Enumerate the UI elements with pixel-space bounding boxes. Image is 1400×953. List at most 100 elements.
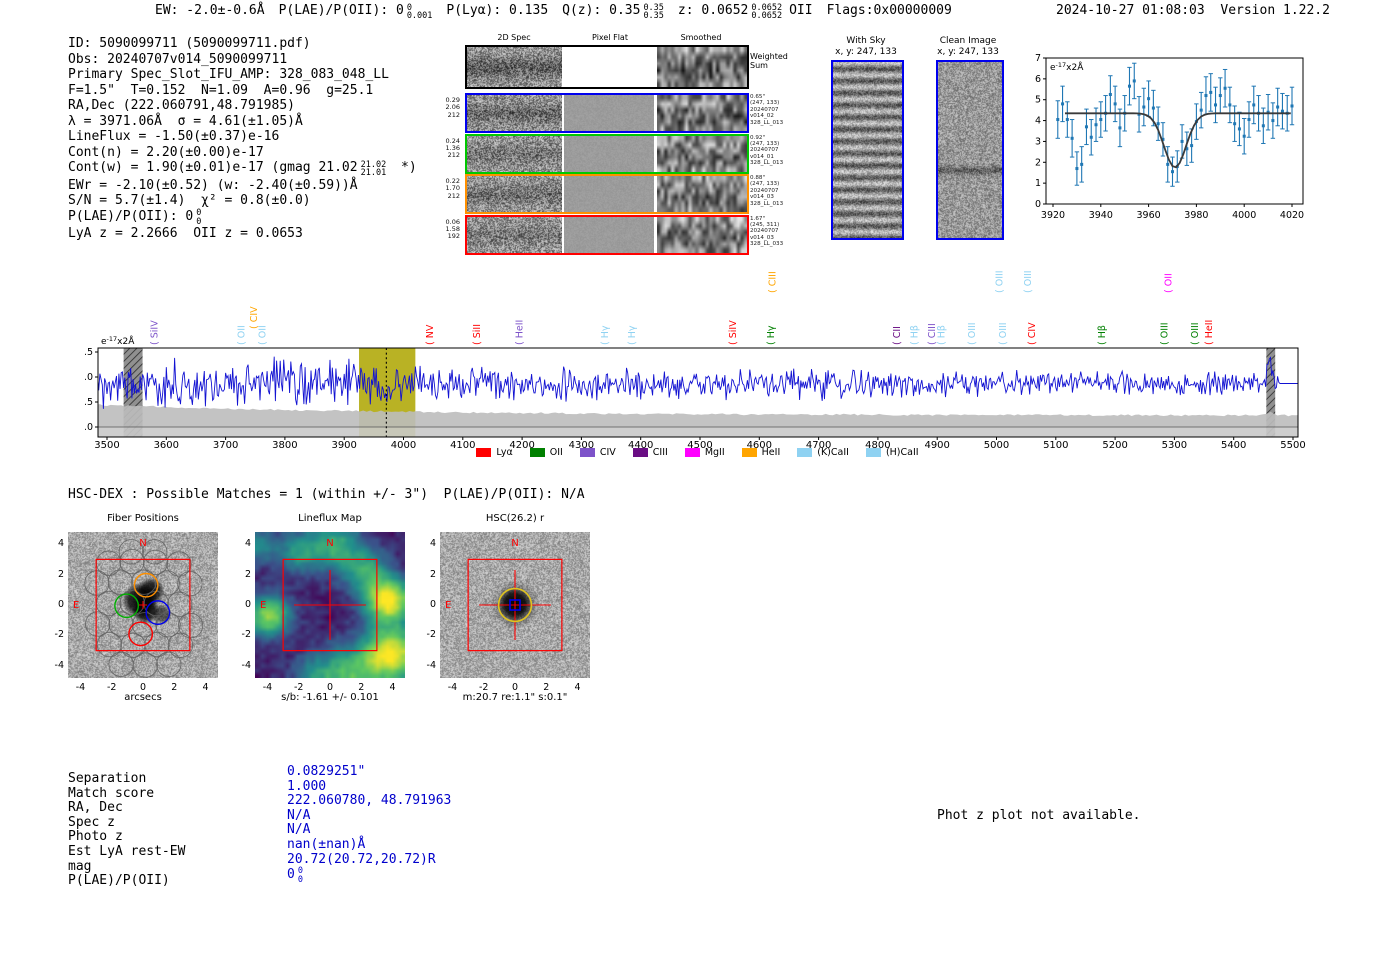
report-timestamp: 2024-10-27 01:08:03 Version 1.22.2 <box>1056 3 1330 18</box>
legend-swatch <box>632 448 648 457</box>
row-fiber-info-2: 0.88" (247, 133) 20240707 v014_03 328_LL_013 <box>750 175 784 207</box>
pixel-flat-strip <box>564 135 654 172</box>
value-segment: EWr = -2.10(±0.52) (w: -2.40(±0.59))Å <box>68 177 358 193</box>
row-fiber-info-3: 1.67" (245, 311) 20240707 v014_03 328_LL_033 <box>750 215 784 248</box>
line-label-SiIV: ( SiIV <box>728 320 739 345</box>
cutout-xtick: 4 <box>389 682 396 693</box>
match-value-3: N/A <box>287 807 465 824</box>
legend-swatch <box>741 448 757 457</box>
legend-item-MgII: MgII <box>684 447 725 458</box>
cutout-ytick: 0 <box>244 599 251 610</box>
cutout-ytick: -4 <box>426 659 436 671</box>
fiber-circle <box>131 569 157 595</box>
pixel-flat-strip <box>564 216 654 253</box>
cutout-ytick: -4 <box>241 659 251 671</box>
info-line-6: LineFlux = -1.50(±0.37)e-16 <box>68 129 431 145</box>
legend-item-(H)CaII: (H)CaII <box>865 447 919 458</box>
info-line-8: Cont(w) = 1.90(±0.01)e-17 (gmag 21.02 21.… <box>68 160 431 178</box>
value-segment: 20.72(20.72,20.72)R <box>287 851 436 867</box>
line-label-HeII: ( HeII <box>1204 320 1215 345</box>
value-segment: Cont(n) = 2.20(±0.00)e-17 <box>68 144 264 160</box>
svg-text:4: 4 <box>1035 116 1041 127</box>
fiber-positions-overlay: NE <box>73 538 204 678</box>
center-cross <box>139 601 147 609</box>
match-label-4: Photo z <box>68 829 123 845</box>
line-label-SiIV: ( SiIV <box>149 320 160 345</box>
compass-north-label: N <box>511 538 518 549</box>
smoothed-strip <box>657 216 747 253</box>
line-label-OIII: ( OIII <box>967 322 978 345</box>
match-label-2: RA, Dec <box>68 800 123 816</box>
match-value-1: 1.000 <box>287 779 465 795</box>
fiber-circle <box>167 591 193 617</box>
detection-info-block: ID: 5090099711 (5090099711.pdf) Obs: 2024… <box>68 36 431 242</box>
match-label-0: Separation <box>68 771 147 786</box>
info-line-7: Cont(n) = 2.20(±0.00)e-17 <box>68 145 431 161</box>
line-label-OII: ( OII <box>257 325 268 345</box>
svg-text:0.0: 0.0 <box>85 422 93 433</box>
extraction-box <box>95 558 191 652</box>
fiber-circle <box>142 549 169 576</box>
match-value-0: 0.0829251" <box>287 764 465 780</box>
svg-text:0: 0 <box>1035 199 1041 210</box>
fiber-circle <box>96 631 123 658</box>
fiber-circle <box>84 570 110 596</box>
cutout-ytick: 4 <box>244 538 251 550</box>
row-fiber-info-0: 0.65" (247, 133) 20240707 v014_02 328_LL_013 <box>750 94 784 126</box>
fiber-xlabel: arcsecs <box>124 692 162 703</box>
value-segment: 222.060780, 48.791963 <box>287 793 452 809</box>
fiber-circle <box>156 651 182 677</box>
smoothed-strip <box>657 135 747 172</box>
2dspec-noisy-strip <box>467 135 562 172</box>
2dspec-noisy-strip <box>467 176 562 212</box>
with-sky-image <box>831 60 904 240</box>
cutout-xtick: -2 <box>107 682 117 693</box>
match-label-3: Spec z <box>68 814 115 830</box>
value-segment: N/A <box>287 807 311 823</box>
line-label-CIV: ( CIV <box>1027 322 1038 345</box>
cutout-ytick: 2 <box>57 568 64 580</box>
match-table-labels: Separation Match score RA, Dec Spec z Photo … <box>68 771 185 889</box>
fiber-circle <box>107 569 133 595</box>
cutout-xtick: 4 <box>574 682 581 693</box>
legend-label: MgII <box>704 447 725 458</box>
line-label-OII: ( OII <box>237 325 248 345</box>
cutout-ytick: 0 <box>429 599 436 610</box>
cutout-xtick: -2 <box>294 682 304 693</box>
cutout-xtick: 2 <box>543 682 550 693</box>
aperture-circle <box>497 587 533 623</box>
line-label-OIII: ( OIII <box>1023 270 1034 293</box>
crosshair <box>294 570 366 640</box>
compass-north-label: N <box>326 538 333 549</box>
row-weights-2: 0.22 1.70 212 <box>445 177 460 200</box>
match-label-1: Match score <box>68 785 155 801</box>
cutout-ytick: -2 <box>426 629 436 641</box>
clean-image-noise <box>938 62 1002 238</box>
svg-text:e-17x2Å: e-17x2Å <box>101 335 135 347</box>
info-line-0: ID: 5090099711 (5090099711.pdf) <box>68 36 431 52</box>
match-label-6: mag <box>68 858 92 874</box>
match-value-2: 222.060780, 48.791963 <box>287 793 465 809</box>
line-label-Hβ: ( Hβ <box>1097 325 1108 345</box>
row-weights-3: 0.06 1.58 192 <box>445 217 460 241</box>
hscdex-matches-line: HSC-DEX : Possible Matches = 1 (within +… <box>68 487 585 502</box>
compass-north-label: N <box>139 538 146 549</box>
row-fiber-info-1: 0.92" (247, 133) 20240707 v014_01 328_LL_013 <box>750 134 784 167</box>
cutout-ytick: -2 <box>241 629 251 641</box>
match-value-4: N/A <box>287 823 465 838</box>
compass-east-label: E <box>73 600 79 611</box>
legend-item-Lyα: Lyα <box>476 447 513 458</box>
clean-image-coords: x, y: 247, 133 <box>937 47 999 57</box>
svg-text:3: 3 <box>1035 136 1041 147</box>
svg-text:2.5: 2.5 <box>85 397 93 408</box>
with-sky-coords: x, y: 247, 133 <box>835 47 897 57</box>
line-label-CIV: ( CIV <box>249 306 260 329</box>
line-label-CIII: ( CIII <box>767 271 778 293</box>
clean-image <box>936 60 1004 240</box>
pixel-flat-strip <box>564 176 654 212</box>
